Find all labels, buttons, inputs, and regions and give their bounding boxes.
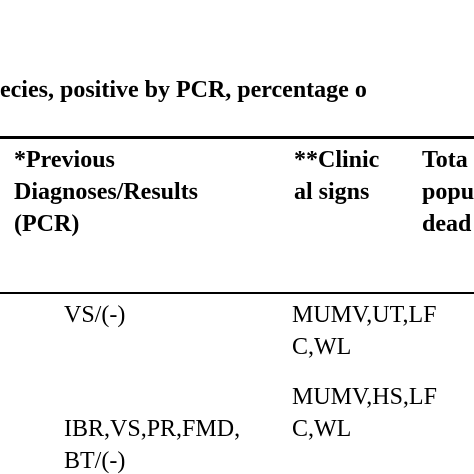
table-header-rule xyxy=(0,292,474,294)
cell-previous-diagnoses: IBR,VS,PR,FMD, xyxy=(64,416,241,442)
header-line: popu xyxy=(422,179,474,205)
header-line: Tota xyxy=(422,147,468,173)
cell-previous-diagnoses: BT/(-) xyxy=(64,448,126,474)
header-line: al signs xyxy=(294,179,370,205)
header-line: **Clinic xyxy=(294,147,380,173)
header-line: (PCR) xyxy=(14,211,80,237)
cell-clinical-signs: MUMV,HS,LF xyxy=(292,384,437,410)
cell-clinical-signs: MUMV,UT,LF xyxy=(292,302,437,328)
cell-previous-diagnoses: VS/(-) xyxy=(64,302,126,328)
table-top-rule xyxy=(0,136,474,139)
header-line: dead xyxy=(422,211,472,237)
caption-text: ecies, positive by PCR, percentage o xyxy=(0,77,367,103)
cell-clinical-signs: C,WL xyxy=(292,334,352,360)
cell-clinical-signs: C,WL xyxy=(292,416,352,442)
header-line: *Previous xyxy=(14,147,115,173)
header-line: Diagnoses/Results xyxy=(14,179,199,205)
